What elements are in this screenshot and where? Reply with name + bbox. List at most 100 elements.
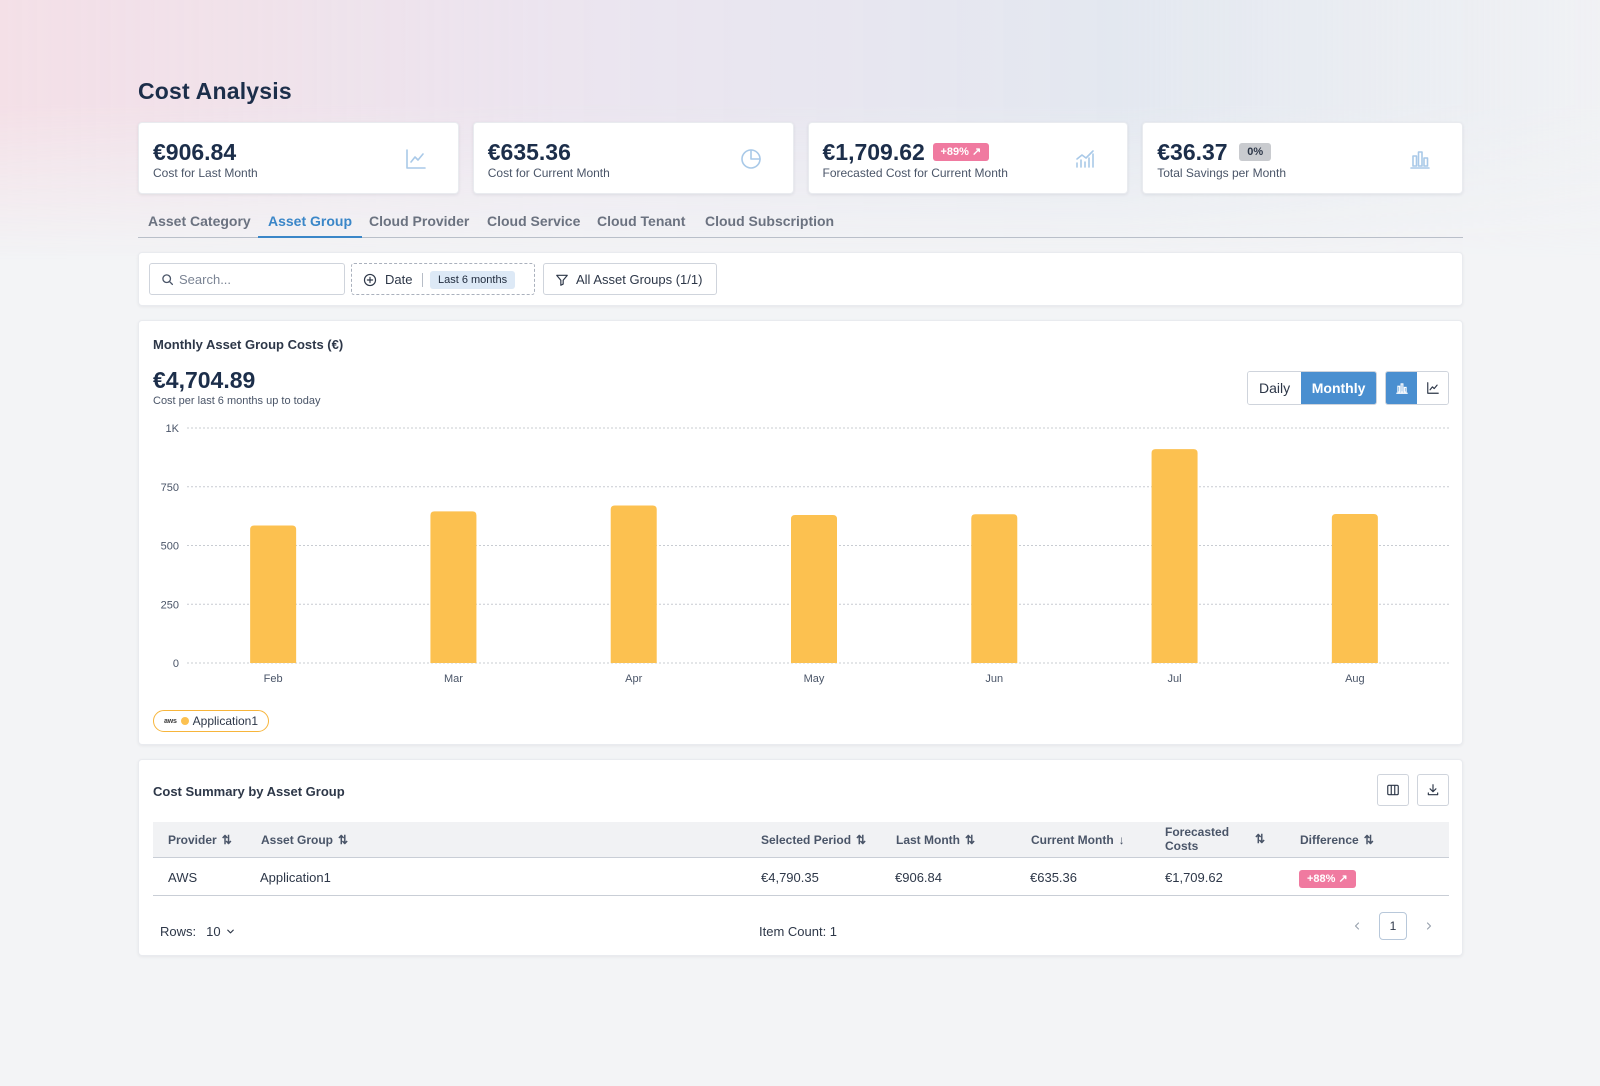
bar (791, 514, 837, 663)
kpi-card-forecast: €1,709.62 +89% ↗ Forecasted Cost for Cur… (807, 122, 1129, 194)
bar (1151, 449, 1198, 663)
chart-total: €4,704.89 (153, 367, 256, 393)
tab-cloud-service[interactable]: Cloud Service (487, 213, 581, 229)
column-label: Provider (168, 833, 217, 847)
column-label: Current Month (1031, 833, 1114, 847)
table-row[interactable]: AWS Application1 €4,790.35 €906.84 €635.… (153, 858, 1449, 896)
chart-view-toggle (1385, 371, 1449, 405)
kpi-trend-badge: 0% (1239, 143, 1272, 161)
kpi-row: €906.84 Cost for Last Month €635.36 Cost… (138, 122, 1463, 194)
sort-icon: ⇅ (1254, 832, 1265, 846)
monthly-button[interactable]: Monthly (1301, 372, 1376, 404)
tab-cloud-tenant[interactable]: Cloud Tenant (597, 213, 686, 229)
bar (250, 525, 297, 663)
chart-title: Monthly Asset Group Costs (€) (153, 337, 344, 352)
line-view-button[interactable] (1417, 372, 1448, 404)
sort-desc-icon: ↓ (1118, 833, 1125, 847)
table-title: Cost Summary by Asset Group (153, 784, 345, 799)
y-tick-label: 750 (161, 482, 179, 494)
chart-legend-item[interactable]: aws Application1 (153, 710, 270, 732)
bar (430, 511, 477, 663)
difference-badge: +88% ↗ (1299, 870, 1356, 888)
page-title: Cost Analysis (138, 78, 292, 104)
download-button[interactable] (1417, 774, 1449, 806)
x-tick-label: Jul (1168, 673, 1182, 685)
chevron-right-icon (1426, 922, 1432, 930)
aws-logo: aws (164, 717, 177, 725)
tab-asset-category[interactable]: Asset Category (148, 213, 251, 229)
column-header-asset-group[interactable]: Asset Group ⇅ (261, 833, 348, 847)
table-header: Provider ⇅ Asset Group ⇅ Selected Period ⇅ … (153, 822, 1449, 858)
kpi-card-savings: €36.37 0% Total Savings per Month (1142, 122, 1463, 194)
kpi-card-current-month: €635.36 Cost for Current Month (472, 122, 794, 194)
sort-icon: ⇅ (338, 833, 349, 847)
x-tick-label: Aug (1345, 673, 1365, 685)
search-placeholder: Search... (179, 272, 232, 287)
kpi-value: €635.36 (487, 139, 571, 165)
column-header-difference[interactable]: Difference ⇅ (1300, 833, 1374, 847)
cell-last-month: €906.84 (895, 870, 942, 885)
next-page-button[interactable] (1417, 912, 1441, 940)
bar (610, 505, 657, 663)
bar-view-button[interactable] (1386, 372, 1417, 404)
kpi-card-last-month: €906.84 Cost for Last Month (138, 122, 459, 194)
kpi-label: Cost for Current Month (487, 166, 610, 180)
prev-page-button[interactable] (1345, 912, 1369, 940)
chevron-down-icon (226, 929, 234, 934)
item-count: Item Count: 1 (759, 924, 838, 939)
y-tick-label: 250 (161, 599, 179, 611)
columns-icon (1387, 784, 1399, 796)
granularity-toggle: Daily Monthly (1247, 371, 1377, 405)
asset-group-filter-button[interactable]: All Asset Groups (1/1) (543, 263, 717, 295)
kpi-value: €36.37 (1157, 139, 1228, 165)
x-tick-label: Jun (985, 673, 1003, 685)
column-label: Asset Group (261, 833, 334, 847)
monthly-costs-card: Monthly Asset Group Costs (€) €4,704.89 … (138, 320, 1463, 745)
kpi-value: €906.84 (153, 139, 237, 165)
search-input[interactable]: Search... (149, 263, 345, 295)
column-label: Last Month (896, 833, 960, 847)
cell-asset-group: Application1 (260, 870, 331, 885)
rows-per-page: Rows: 10 (160, 924, 236, 939)
sort-icon: ⇅ (221, 833, 232, 847)
column-header-forecasted[interactable]: Forecasted Costs ⇅ (1165, 825, 1265, 853)
column-header-provider[interactable]: Provider ⇅ (168, 833, 232, 847)
cell-selected-period: €4,790.35 (761, 870, 819, 885)
sort-icon: ⇅ (965, 833, 976, 847)
plus-circle-icon (363, 273, 377, 287)
search-icon (162, 274, 174, 286)
date-filter-label: Date (385, 272, 413, 287)
y-tick-label: 1K (166, 423, 180, 435)
column-label: Difference (1300, 833, 1359, 847)
tab-asset-group[interactable]: Asset Group (258, 213, 363, 238)
kpi-label: Forecasted Cost for Current Month (822, 166, 1008, 180)
rows-value: 10 (206, 924, 221, 939)
cell-forecasted: €1,709.62 (1165, 870, 1223, 885)
bar-chart-icon (1395, 383, 1408, 394)
legend-label: Application1 (192, 714, 259, 728)
cell-current-month: €635.36 (1030, 870, 1077, 885)
column-label: Selected Period (761, 833, 852, 847)
rows-label: Rows: (160, 924, 197, 939)
page-button[interactable]: 1 (1379, 912, 1407, 940)
tab-cloud-subscription[interactable]: Cloud Subscription (705, 213, 835, 229)
pagination: 1 (1345, 912, 1441, 940)
date-filter-button[interactable]: Date Last 6 months (351, 263, 535, 295)
column-header-selected-period[interactable]: Selected Period ⇅ (761, 833, 866, 847)
y-tick-label: 500 (161, 541, 179, 553)
legend-swatch (180, 717, 189, 725)
download-icon (1427, 784, 1439, 796)
kpi-trend-badge: +89% ↗ (932, 143, 990, 161)
y-tick-label: 0 (173, 658, 179, 670)
tab-cloud-provider[interactable]: Cloud Provider (369, 213, 470, 229)
asset-group-filter-label: All Asset Groups (1/1) (576, 272, 703, 287)
date-filter-value: Last 6 months (430, 271, 516, 289)
daily-button[interactable]: Daily (1248, 372, 1302, 404)
columns-button[interactable] (1377, 774, 1409, 806)
chart-subtitle: Cost per last 6 months up to today (153, 395, 321, 407)
rows-select[interactable]: 10 (206, 924, 235, 939)
column-header-last-month[interactable]: Last Month ⇅ (896, 833, 975, 847)
kpi-label: Total Savings per Month (1157, 166, 1286, 180)
bar (971, 514, 1018, 663)
column-header-current-month[interactable]: Current Month ↓ (1031, 833, 1125, 847)
